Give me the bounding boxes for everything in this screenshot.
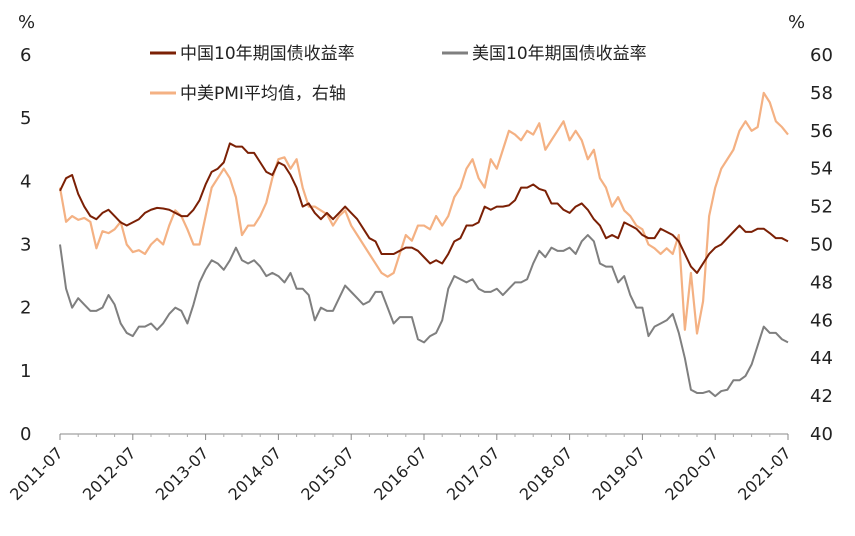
- y-right-tick-label: 54: [810, 159, 833, 180]
- series-layer: [58, 91, 789, 398]
- x-tick-label: 2016-07: [370, 443, 431, 504]
- series-us10y-line: [59, 234, 789, 398]
- y-right-tick-label: 46: [810, 310, 833, 331]
- y-right-tick-label: 40: [810, 424, 833, 445]
- x-tick-label: 2021-07: [734, 443, 795, 504]
- legend-item-pmi: 中美PMI平均值，右轴: [150, 84, 346, 104]
- legend-label-pmi: 中美PMI平均值，右轴: [180, 84, 346, 104]
- y-left-axis: 0 1 2 3 4 5 6: [20, 45, 31, 445]
- legend-label-cn10y: 中国10年期国债收益率: [180, 44, 355, 64]
- x-tick-label: 2011-07: [6, 443, 67, 504]
- y-left-tick-label: 4: [20, 171, 31, 192]
- y-left-unit: %: [18, 12, 35, 33]
- series-cn10y-line: [59, 142, 789, 274]
- y-left-tick-label: 3: [20, 235, 31, 256]
- x-tick-label: 2013-07: [152, 443, 213, 504]
- y-left-tick-label: 0: [20, 424, 31, 445]
- y-left-tick-label: 6: [20, 45, 31, 66]
- y-left-tick-label: 2: [20, 298, 31, 319]
- legend-item-cn10y: 中国10年期国债收益率: [150, 44, 355, 64]
- x-tick-label: 2019-07: [589, 443, 650, 504]
- legend: 中国10年期国债收益率 美国10年期国债收益率 中美PMI平均值，右轴: [150, 44, 647, 104]
- y-right-tick-label: 56: [810, 121, 833, 142]
- y-right-tick-label: 44: [810, 348, 833, 369]
- x-tick-label: 2012-07: [79, 443, 140, 504]
- x-tick-label: 2015-07: [297, 443, 358, 504]
- x-tick-label: 2018-07: [516, 443, 577, 504]
- x-axis: 2011-07 2012-07 2013-07 2014-07 2015-07 2016-…: [6, 434, 795, 504]
- y-left-tick-label: 1: [20, 361, 31, 382]
- legend-item-us10y: 美国10年期国债收益率: [442, 44, 647, 64]
- x-tick-label: 2014-07: [225, 443, 286, 504]
- y-right-tick-label: 48: [810, 272, 833, 293]
- y-right-tick-label: 42: [810, 386, 833, 407]
- x-tick-label: 2017-07: [443, 443, 504, 504]
- y-left-tick-label: 5: [20, 108, 31, 129]
- y-right-tick-label: 50: [810, 235, 833, 256]
- y-right-tick-label: 60: [810, 45, 833, 66]
- legend-label-us10y: 美国10年期国债收益率: [472, 44, 647, 64]
- series-pmi-line: [58, 91, 789, 335]
- y-right-axis: 40 42 44 46 48 50 52 54 56 58 60: [810, 45, 833, 445]
- y-right-tick-label: 52: [810, 197, 833, 218]
- y-right-tick-label: 58: [810, 83, 833, 104]
- y-right-unit: %: [788, 12, 805, 33]
- x-tick-label: 2020-07: [661, 443, 722, 504]
